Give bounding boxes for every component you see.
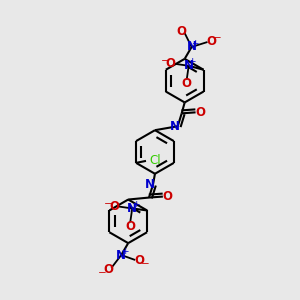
Text: O: O	[196, 106, 206, 119]
Text: O: O	[206, 34, 216, 47]
Text: O: O	[125, 220, 135, 233]
Text: −: −	[98, 268, 107, 278]
Text: N: N	[145, 178, 155, 191]
Text: N: N	[127, 202, 137, 215]
Text: O: O	[182, 77, 192, 90]
Text: +: +	[191, 38, 199, 47]
Text: O: O	[134, 254, 144, 268]
Text: N: N	[116, 248, 126, 262]
Text: +: +	[132, 200, 140, 209]
Text: −: −	[141, 259, 149, 269]
Text: O: O	[166, 57, 176, 70]
Text: O: O	[163, 190, 173, 203]
Text: N: N	[184, 59, 194, 72]
Text: N: N	[170, 120, 180, 133]
Text: O: O	[110, 200, 119, 213]
Text: N: N	[187, 40, 196, 53]
Text: +: +	[188, 57, 196, 66]
Text: −: −	[160, 56, 169, 66]
Text: +: +	[121, 247, 128, 256]
Text: O: O	[177, 25, 187, 38]
Text: Cl: Cl	[149, 154, 161, 167]
Text: −: −	[213, 33, 222, 43]
Text: O: O	[103, 263, 113, 276]
Text: −: −	[104, 199, 113, 208]
